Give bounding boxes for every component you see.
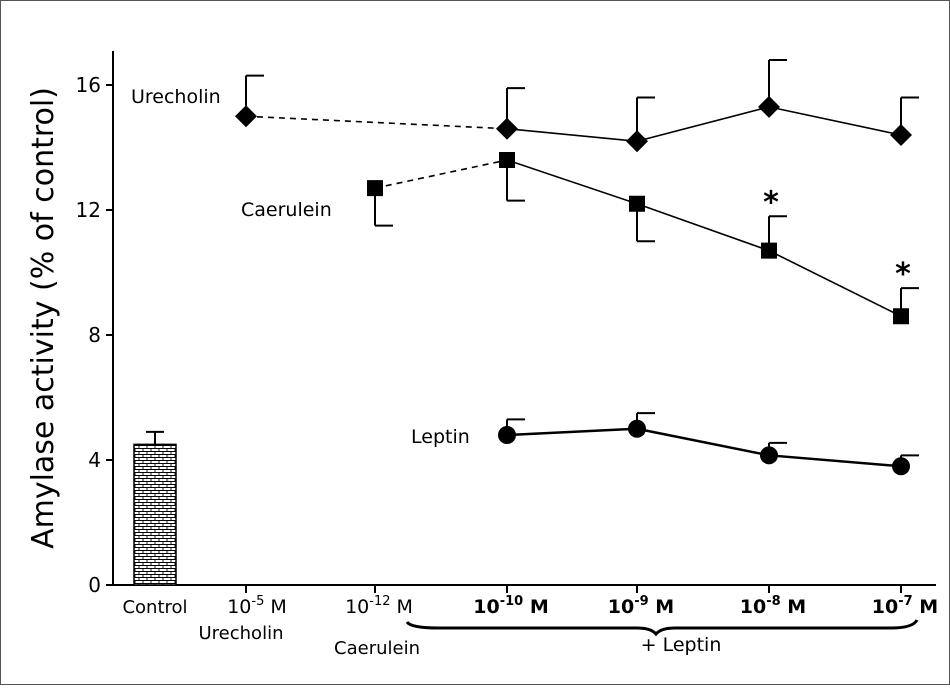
series-line-caerulein <box>636 202 770 252</box>
series-line-leptin <box>636 427 770 457</box>
marker-square <box>893 308 909 325</box>
x-tick-label-l7: 10-7 M <box>872 594 938 618</box>
series-line-caerulein <box>506 159 638 205</box>
marker-square <box>629 195 645 212</box>
y-tick-label: 8 <box>88 323 101 347</box>
marker-diamond <box>890 124 912 146</box>
marker-diamond <box>626 130 648 153</box>
series-line-caerulein <box>374 159 508 189</box>
x-sub-label-caerulein: Caerulein <box>334 638 420 659</box>
bracket-label: + Leptin <box>641 634 722 656</box>
y-tick-label: 4 <box>88 448 101 472</box>
series-line-caerulein <box>768 249 902 317</box>
x-tick-label-caerulein: 10-12 M <box>345 594 413 618</box>
x-sub-label-urecholin: Urecholin <box>199 623 284 644</box>
marker-circle <box>498 426 516 444</box>
marker-square <box>499 152 515 168</box>
y-tick-label: 12 <box>76 198 101 222</box>
marker-circle <box>760 446 778 465</box>
marker-diamond <box>235 105 257 128</box>
x-tick-label-urecholin: 10-5 M <box>227 594 287 618</box>
series-line-urecholin <box>636 106 770 143</box>
x-tick-label-l10: 10-10 M <box>473 594 548 618</box>
significance-star: * <box>763 185 779 220</box>
series-label-leptin: Leptin <box>411 426 470 448</box>
y-axis-label: Amylase activity (% of control) <box>26 87 61 549</box>
marker-circle <box>628 419 646 438</box>
series-label-urecholin: Urecholin <box>131 86 221 108</box>
series-line-urecholin <box>768 106 902 136</box>
significance-star: * <box>895 257 911 292</box>
x-tick-label-l9: 10-9 M <box>608 594 674 618</box>
series-label-caerulein: Caerulein <box>241 199 332 221</box>
x-tick-label-l8: 10-8 M <box>740 594 806 618</box>
y-tick-label: 16 <box>76 73 101 97</box>
series-line-leptin <box>506 427 638 437</box>
y-tick-label: 0 <box>88 573 101 597</box>
marker-square <box>367 180 383 197</box>
series-line-urecholin <box>506 127 638 143</box>
marker-square <box>761 242 777 259</box>
x-tick-label-control: Control <box>122 597 187 618</box>
marker-circle <box>892 457 910 476</box>
control-bar <box>133 443 177 586</box>
series-line-leptin <box>768 454 902 468</box>
marker-diamond <box>758 95 780 118</box>
series-line-urecholin <box>245 115 508 130</box>
marker-diamond <box>496 117 518 140</box>
leptin-bracket <box>405 619 919 637</box>
